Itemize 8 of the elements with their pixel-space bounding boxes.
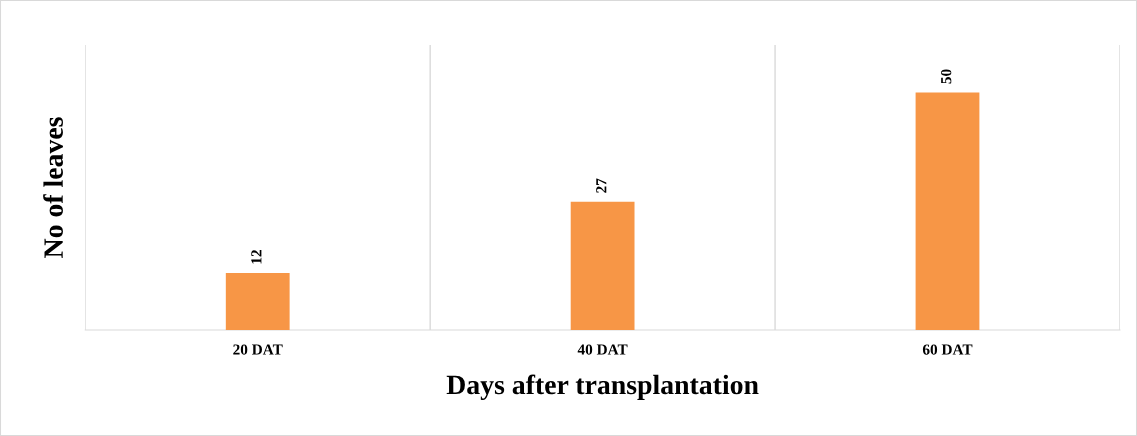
x-tick-label: 60 DAT xyxy=(922,344,973,355)
x-axis-title: Days after transplantation xyxy=(446,374,759,401)
data-label: 27 xyxy=(596,178,607,193)
y-axis-title: No of leaves xyxy=(43,117,63,258)
x-tick-label: 20 DAT xyxy=(233,344,283,355)
data-label: 12 xyxy=(251,250,262,264)
data-label: 50 xyxy=(941,69,952,84)
x-tick-label: 40 DAT xyxy=(577,344,628,355)
